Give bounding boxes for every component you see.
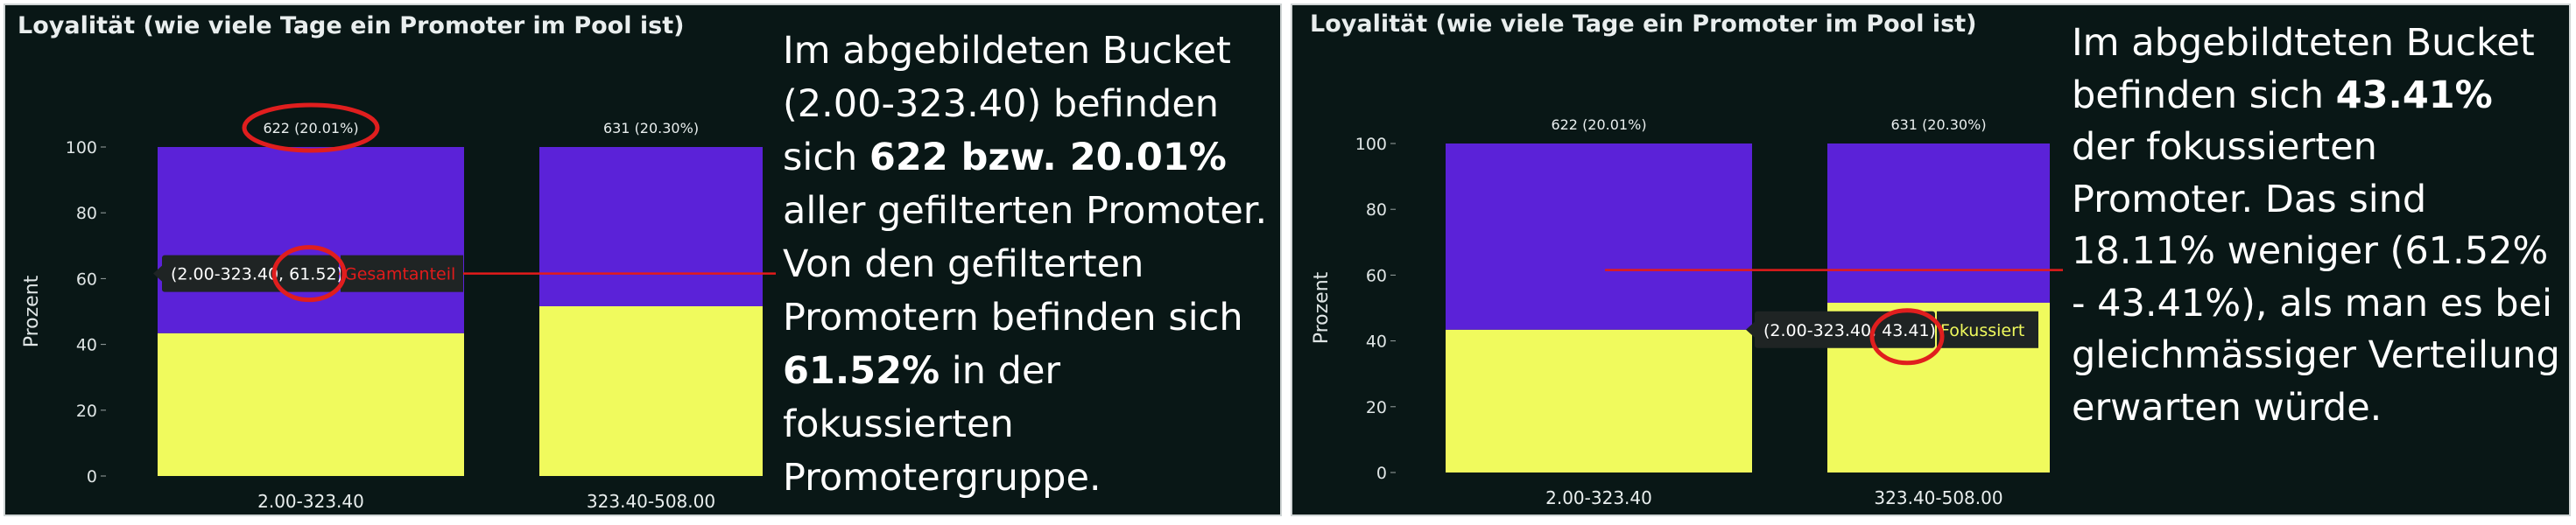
bar-top-label: 631 (20.30%) [1890,116,1986,133]
x-tick-label: 323.40-508.00 [1874,487,2002,508]
explanation-text: Im abgebildteten Bucket befinden sich 43… [2072,18,2562,434]
y-tick-label: 40 [76,336,97,355]
explanation-run: aller gefilterten Promoter. Von den gefi… [783,189,1268,340]
y-tick-label: 80 [76,204,97,223]
reference-line-label: Gesamtanteil [344,265,455,284]
bar-segment-2.00-323.40-series-0 [1446,329,1752,472]
y-axis-label: Prozent [1311,271,1333,344]
explanation-highlight: 43.41% [2335,73,2493,117]
x-tick-label: 2.00-323.40 [257,491,364,512]
stacked-bar-chart: 0 20 40 60 80 100 Prozent 2.00-323.40 622 (20.01… [21,102,776,512]
y-tick-label: 40 [1366,332,1387,352]
y-tick-label: 60 [76,270,97,289]
explanation-run: Im abgebildeten Bucket (2.00-323.40) bef… [783,29,1231,179]
series-label-box [1937,311,2038,348]
tooltip-box [162,255,339,292]
explanation-run: Im abgebildteten Bucket befinden sich [2072,21,2535,117]
y-tick-label: 0 [87,467,97,486]
explanation-run: in der fokussierten Promotergruppe. [783,349,1101,500]
y-tick-label: 80 [1366,200,1387,220]
bar-segment-2.00-323.40-series-1 [158,147,464,333]
y-tick-label: 100 [1355,135,1387,154]
x-tick-label: 2.00-323.40 [1545,487,1652,508]
y-tick-label: 60 [1366,266,1387,285]
highlight-circle [1869,308,1945,366]
y-tick-label: 20 [1366,398,1387,417]
panel-title: Loyalität (wie viele Tage ein Promoter i… [18,12,685,39]
tooltip-box [1755,311,1935,348]
bar-top-label: 622 (20.01%) [1551,116,1646,133]
tooltip-text: (2.00-323.40, 61.52) [171,265,343,284]
explanation-highlight: 622 bzw. 20.01% [869,136,1227,179]
bar-segment-323.40-508.00-series-0 [539,305,763,476]
bar-segment-2.00-323.40-series-0 [158,332,464,476]
chart-panel-1: Loyalität (wie viele Tage ein Promoter i… [4,4,1282,516]
tooltip-text: (2.00-323.40, 43.41) [1763,321,1936,340]
highlight-circle [242,102,380,153]
x-tick-label: 323.40-508.00 [587,491,715,512]
chart-panel-2: Loyalität (wie viele Tage ein Promoter i… [1291,4,2571,516]
series-label: Fokussiert [1940,321,2024,340]
explanation-highlight: 61.52% [783,349,940,393]
series-label-box [341,255,463,292]
explanation-text: Im abgebildeten Bucket (2.00-323.40) bef… [783,24,1273,505]
bar-top-label: 631 (20.30%) [603,120,699,136]
y-tick-label: 100 [66,138,97,158]
highlight-circle [271,245,347,303]
bar-segment-2.00-323.40-series-1 [1446,144,1752,330]
tooltip-pointer [1746,321,1755,338]
stacked-bar-chart: 0 20 40 60 80 100 Prozent 2.00-323.40 622 (20.01… [1311,116,2063,508]
y-axis-label: Prozent [21,275,43,347]
bar-segment-323.40-508.00-series-1 [1827,144,2050,303]
bar-segment-323.40-508.00-series-1 [539,147,763,306]
explanation-run: der fokussierten Promoter. Das sind 18.1… [2072,125,2560,430]
panel-title: Loyalität (wie viele Tage ein Promoter i… [1310,10,1977,38]
bar-top-label: 622 (20.01%) [263,120,358,136]
tooltip-pointer [153,265,162,282]
y-tick-label: 20 [76,402,97,421]
y-tick-label: 0 [1376,464,1387,483]
